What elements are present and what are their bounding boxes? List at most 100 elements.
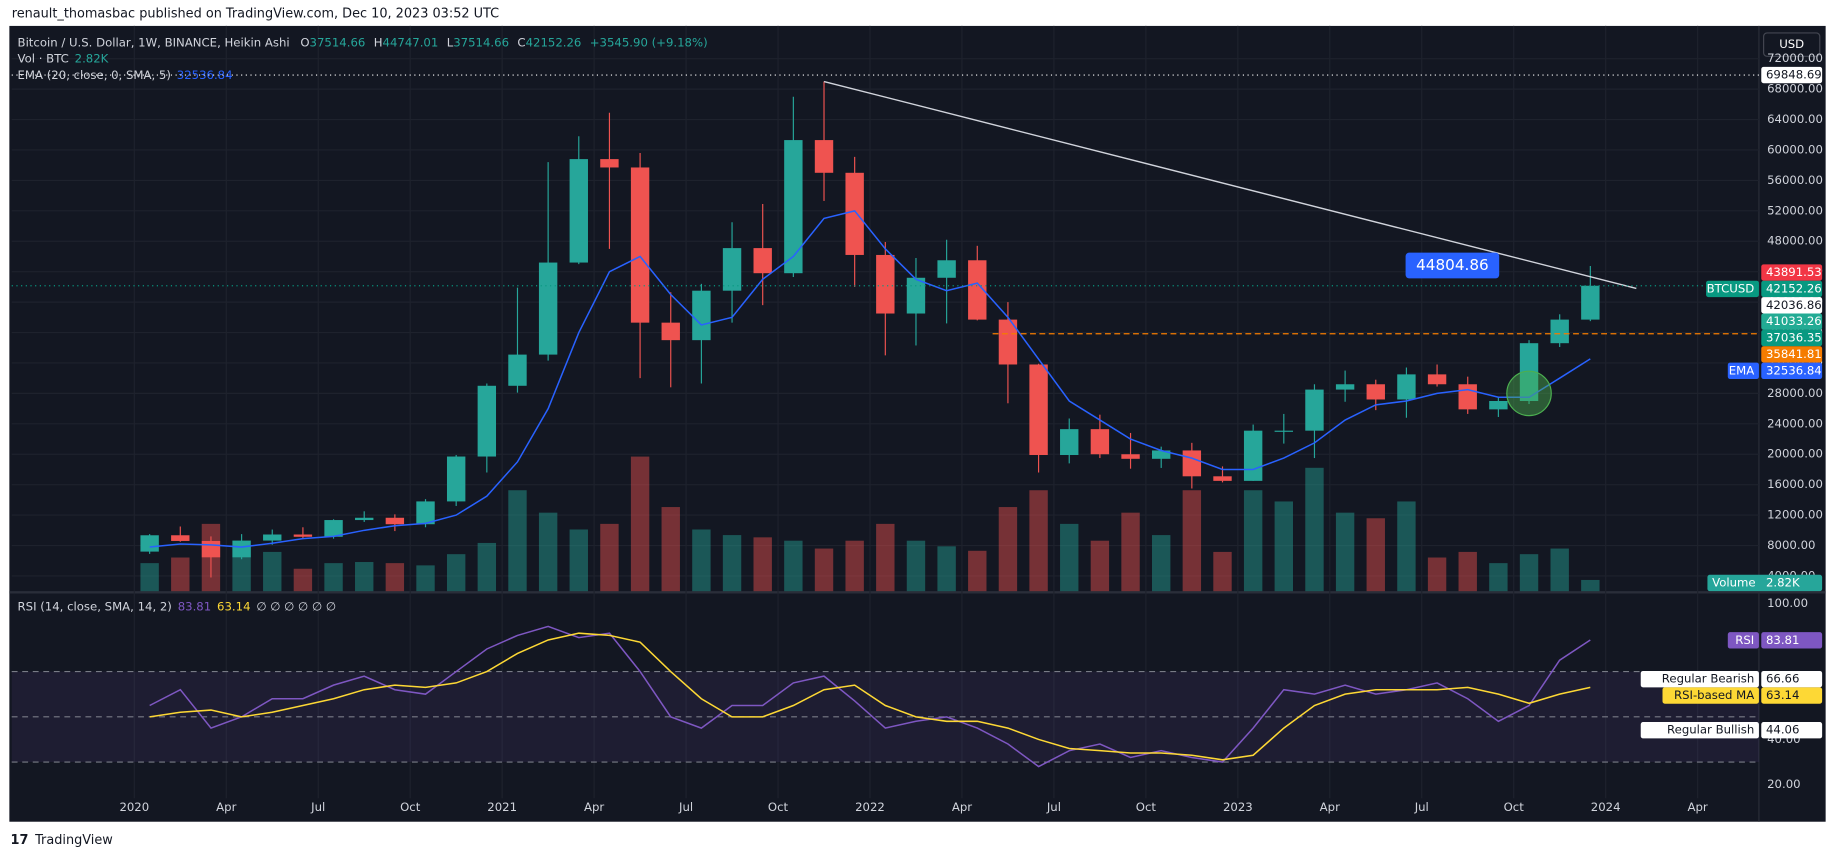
ema-label: EMA (20, close, 0, SMA, 5)	[18, 68, 171, 82]
volume-bar	[1121, 512, 1140, 592]
candle-body	[201, 540, 221, 558]
footer-brand: TradingView	[34, 833, 113, 848]
candle-body	[324, 520, 343, 537]
axis-marker-label-box	[1727, 362, 1759, 380]
l-value: 37514.66	[453, 35, 509, 49]
axis-marker	[1761, 722, 1823, 739]
candle-body	[845, 172, 864, 255]
vol-value: 2.82K	[75, 51, 109, 65]
candle-body	[1060, 429, 1079, 456]
candle-body	[1427, 374, 1447, 385]
volume-bar	[1366, 518, 1385, 592]
candle-body	[661, 322, 680, 341]
volume-bar	[876, 523, 895, 592]
vol-label: Vol · BTC	[18, 51, 69, 65]
volume-bar	[1427, 557, 1447, 592]
c-value: 42152.26	[526, 35, 582, 49]
volume-bar	[355, 562, 374, 592]
rsi-ma-value: 63.14	[217, 599, 250, 613]
volume-bar	[1335, 512, 1355, 592]
axis-marker-label: BTCUSD	[1707, 281, 1755, 295]
y-tick-label: 24000.00	[1767, 416, 1823, 430]
candle-body	[998, 319, 1018, 365]
volume-bar	[569, 529, 588, 592]
publisher: renault_thomasbac published on TradingVi…	[12, 7, 499, 22]
rsi-tick-label: 20.00	[1767, 777, 1800, 791]
axis-marker-value: 37036.35	[1766, 331, 1822, 345]
candle-body	[140, 535, 159, 552]
y-tick-label: 20000.00	[1767, 447, 1823, 461]
volume-bar	[477, 542, 497, 592]
volume-bar	[446, 554, 466, 592]
candle-body	[1519, 343, 1539, 401]
axis-marker-value: 41033.26	[1766, 314, 1822, 328]
axis-marker-value: 32536.84	[1766, 363, 1822, 377]
candle-body	[937, 260, 956, 278]
volume-bar	[171, 557, 190, 592]
rsi-legend: RSI (14, close, SMA, 14, 2) 83.81 63.14 ∅ ∅…	[18, 599, 336, 613]
y-tick-label: 68000.00	[1767, 82, 1823, 96]
axis-marker-label-box	[1640, 722, 1759, 739]
y-tick-label: 52000.00	[1767, 203, 1823, 217]
volume-bar	[416, 565, 435, 592]
x-tick-label: Apr	[584, 800, 604, 814]
x-tick-label: Oct	[1504, 800, 1525, 814]
axis-marker-value: 66.66	[1766, 672, 1799, 686]
volume-bar	[324, 563, 343, 592]
candle-body	[508, 354, 527, 386]
axis-marker	[1761, 297, 1823, 314]
volume-marker-box	[1707, 574, 1823, 592]
axis-marker-label: RSI-based MA	[1674, 688, 1754, 702]
x-tick-label: Jul	[310, 800, 325, 814]
candle-body	[1581, 285, 1600, 320]
candle-body	[1550, 319, 1569, 344]
axis-marker-label-box	[1640, 670, 1759, 688]
axis-marker	[1761, 632, 1823, 649]
axis-marker	[1761, 670, 1823, 688]
candle-body	[385, 517, 405, 525]
volume-bar	[232, 546, 251, 592]
vol-legend: Vol · BTC 2.82K	[18, 51, 109, 65]
volume-marker-label: Volume	[1712, 575, 1755, 589]
candle-body	[1243, 430, 1263, 481]
candle-body	[1213, 476, 1232, 481]
axis-marker-label-box	[1706, 280, 1759, 298]
y-tick-label: 12000.00	[1767, 508, 1823, 522]
x-tick-label: Apr	[216, 800, 236, 814]
candle-body	[692, 290, 711, 341]
candle-body	[722, 248, 742, 291]
axis-marker-value: 43891.53	[1766, 265, 1822, 279]
volume-bar	[140, 563, 159, 592]
x-tick-label: 2020	[119, 800, 149, 814]
volume-bar	[1489, 563, 1508, 592]
volume-bar	[1243, 490, 1263, 592]
volume-bar	[937, 546, 956, 592]
volume-bar	[293, 568, 313, 592]
x-tick-label: Oct	[1136, 800, 1157, 814]
candle-body	[1335, 384, 1355, 390]
y-tick-label: 64000.00	[1767, 112, 1823, 126]
volume-bar	[1060, 523, 1079, 592]
x-tick-label: Apr	[1320, 800, 1340, 814]
x-tick-label: 2022	[855, 800, 885, 814]
axis-marker-value: 35841.81	[1766, 347, 1822, 361]
axis-marker	[1761, 280, 1823, 298]
volume-bar	[1305, 467, 1324, 592]
volume-bar	[1519, 554, 1539, 592]
candle-body	[1366, 384, 1385, 400]
change: +3545.90 (+9.18%)	[590, 35, 708, 49]
legend-line: Bitcoin / U.S. Dollar, 1W, BINANCE, Heik…	[18, 35, 708, 49]
volume-bar	[1182, 490, 1202, 592]
candle-body	[1090, 429, 1110, 455]
volume-bar	[1274, 501, 1294, 592]
axis-marker-value: 42036.86	[1766, 298, 1822, 312]
axis-marker-label: EMA	[1729, 363, 1754, 377]
axis-marker-label: Regular Bullish	[1667, 723, 1754, 737]
axis-marker	[1761, 264, 1823, 281]
candle-body	[538, 262, 558, 355]
volume-bar	[845, 540, 864, 592]
currency-box	[1763, 32, 1821, 57]
rsi-value: 83.81	[178, 599, 211, 613]
